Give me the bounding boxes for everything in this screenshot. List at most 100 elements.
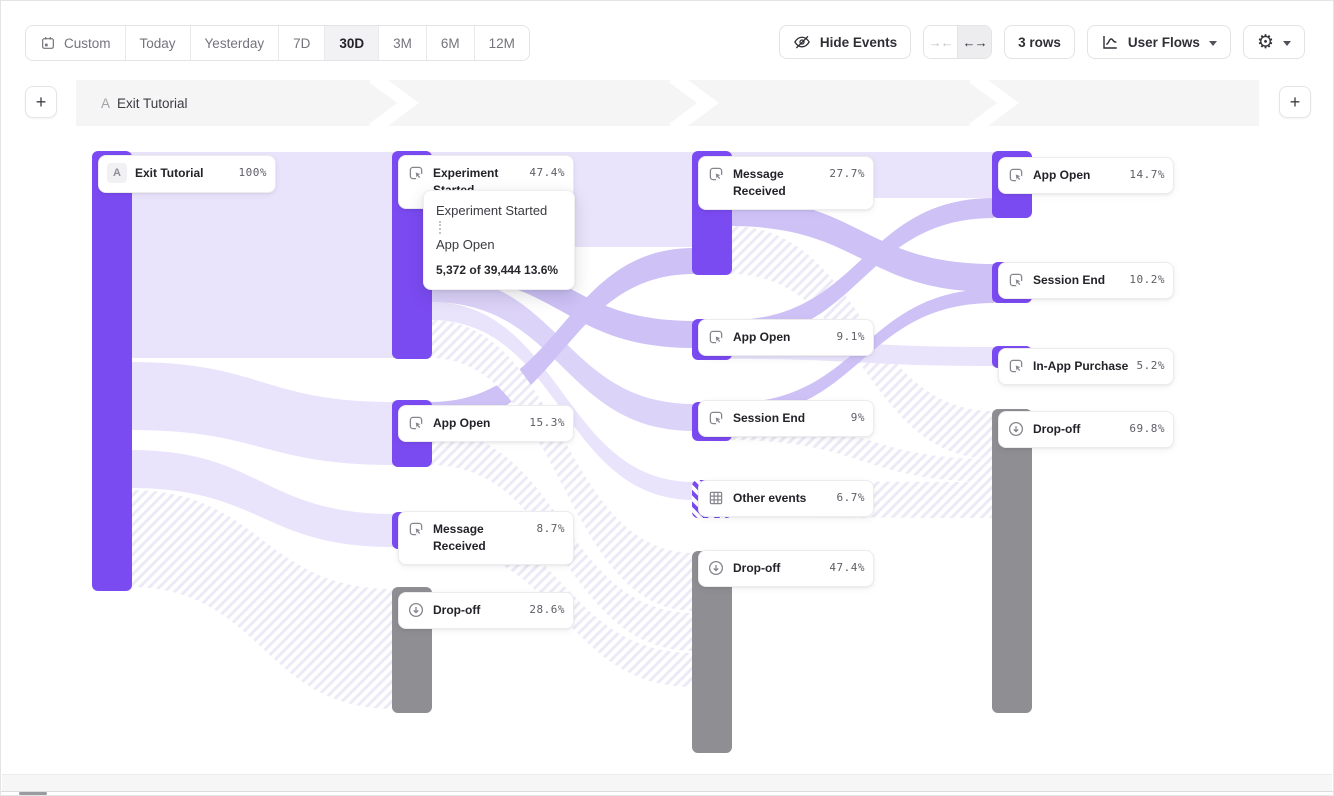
node-label: App Open [1033,168,1091,182]
node-card-message-received-step3[interactable]: Message Received 27.7% [698,156,874,210]
event-icon [407,520,425,538]
node-pct: 27.7% [829,167,865,180]
calendar-icon [40,35,56,51]
date-range-7d[interactable]: 7D [279,26,326,60]
bar-exit-tutorial[interactable] [92,151,132,591]
node-card-message-received-step2[interactable]: Message Received 8.7% [398,511,574,565]
step-a-header[interactable]: A Exit Tutorial [101,80,188,126]
event-icon [707,165,725,183]
date-range-today[interactable]: Today [125,26,191,60]
rows-button[interactable]: 3 rows [1004,25,1075,59]
node-label: Other events [733,491,807,505]
flow-chart-icon [1101,33,1119,51]
collapse-icon: →← [928,34,954,50]
add-step-right-button[interactable]: + [1279,86,1311,118]
node-pct: 6.7% [836,491,865,504]
step-letter: A [101,95,111,111]
node-pct: 47.4% [829,561,865,574]
node-pct: 14.7% [1129,168,1165,181]
hide-events-label: Hide Events [819,34,898,50]
eye-off-icon [793,33,811,51]
node-card-in-app-purchase[interactable]: In-App Purchase 5.2% [998,348,1174,385]
date-range-30d-selected[interactable]: 30D [325,26,380,60]
grid-icon [707,489,725,507]
chevron-down-icon [1283,40,1291,46]
node-card-app-open-step2[interactable]: App Open 15.3% [398,405,574,442]
node-label: Message Received [433,522,486,553]
toolbar: Custom Today Yesterday 7D 30D 3M 6M 12M … [25,25,1305,61]
tooltip-connector [439,221,441,234]
node-pct: 15.3% [529,416,565,429]
drop-off-icon [407,601,425,619]
toolbar-right: Hide Events →← ←→ 3 rows User [778,25,1305,59]
chart-type-dropdown[interactable]: User Flows [1086,25,1231,59]
node-label: Drop-off [1033,422,1081,436]
node-pct: 9.1% [836,330,865,343]
date-range-3m[interactable]: 3M [379,26,427,60]
date-range-custom[interactable]: Custom [26,26,126,60]
date-range-12m[interactable]: 12M [474,26,529,60]
node-pct: 69.8% [1129,422,1165,435]
node-pct: 8.7% [536,522,565,535]
node-card-drop-off-step3[interactable]: Drop-off 47.4% [698,550,874,587]
node-label: Session End [1033,273,1106,287]
flow-tooltip: Experiment Started App Open 5,372 of 39,… [423,190,575,290]
node-label: In-App Purchase [1033,359,1129,373]
horizontal-scrollbar[interactable] [19,792,47,795]
node-pct: 5.2% [1136,359,1165,372]
spacing-toggle: →← ←→ [923,25,993,59]
event-icon [1007,271,1025,289]
node-label: App Open [733,330,791,344]
node-pct: 28.6% [529,603,565,616]
event-icon [407,414,425,432]
node-label: Drop-off [733,561,781,575]
add-step-left-button[interactable]: + [25,86,57,118]
node-card-other-events[interactable]: Other events 6.7% [698,480,874,517]
event-icon [707,328,725,346]
bottom-strip [2,774,1332,792]
node-pct: 9% [850,411,865,424]
bar-drop-off-step4[interactable] [992,409,1032,713]
chevron-down-icon [1208,40,1217,46]
settings-dropdown[interactable]: ⚙ [1242,25,1305,59]
event-icon [1007,357,1025,375]
bottom-divider [1,791,1333,795]
date-range-yesterday[interactable]: Yesterday [190,26,280,60]
date-range-6m[interactable]: 6M [426,26,475,60]
node-card-session-end-step3[interactable]: Session End 9% [698,400,874,437]
node-label: App Open [433,416,491,430]
plus-icon: + [35,91,47,112]
node-label: Drop-off [433,603,481,617]
step-chevrons [369,80,1019,126]
node-label: Message Received [733,167,786,198]
step-a-badge: A [107,163,127,183]
node-label: Exit Tutorial [135,166,204,180]
node-card-drop-off-step2[interactable]: Drop-off 28.6% [398,592,574,629]
node-card-app-open-step3[interactable]: App Open 9.1% [698,319,874,356]
drop-off-icon [707,559,725,577]
node-pct: 100% [238,166,267,179]
chart-type-label: User Flows [1127,34,1200,50]
drop-off-icon [1007,420,1025,438]
node-card-app-open-step4[interactable]: App Open 14.7% [998,157,1174,194]
tooltip-target: App Open [436,237,495,252]
event-icon [707,409,725,427]
node-label: Session End [733,411,806,425]
node-card-drop-off-step4[interactable]: Drop-off 69.8% [998,411,1174,448]
event-icon [407,164,425,182]
node-pct: 47.4% [529,166,565,179]
node-card-exit-tutorial[interactable]: A Exit Tutorial 100% [98,155,276,193]
gear-icon: ⚙ [1256,30,1274,53]
node-card-session-end-step4[interactable]: Session End 10.2% [998,262,1174,299]
node-pct: 10.2% [1129,273,1165,286]
collapse-columns-button[interactable]: →← [924,26,958,58]
expand-columns-button[interactable]: ←→ [957,26,992,58]
plus-icon: + [1289,91,1301,112]
expand-icon: ←→ [962,34,988,50]
date-range-label: Custom [64,35,111,51]
tooltip-stat: 5,372 of 39,444 13.6% [436,263,559,277]
rows-label: 3 rows [1018,34,1061,50]
hide-events-button[interactable]: Hide Events [778,25,912,59]
